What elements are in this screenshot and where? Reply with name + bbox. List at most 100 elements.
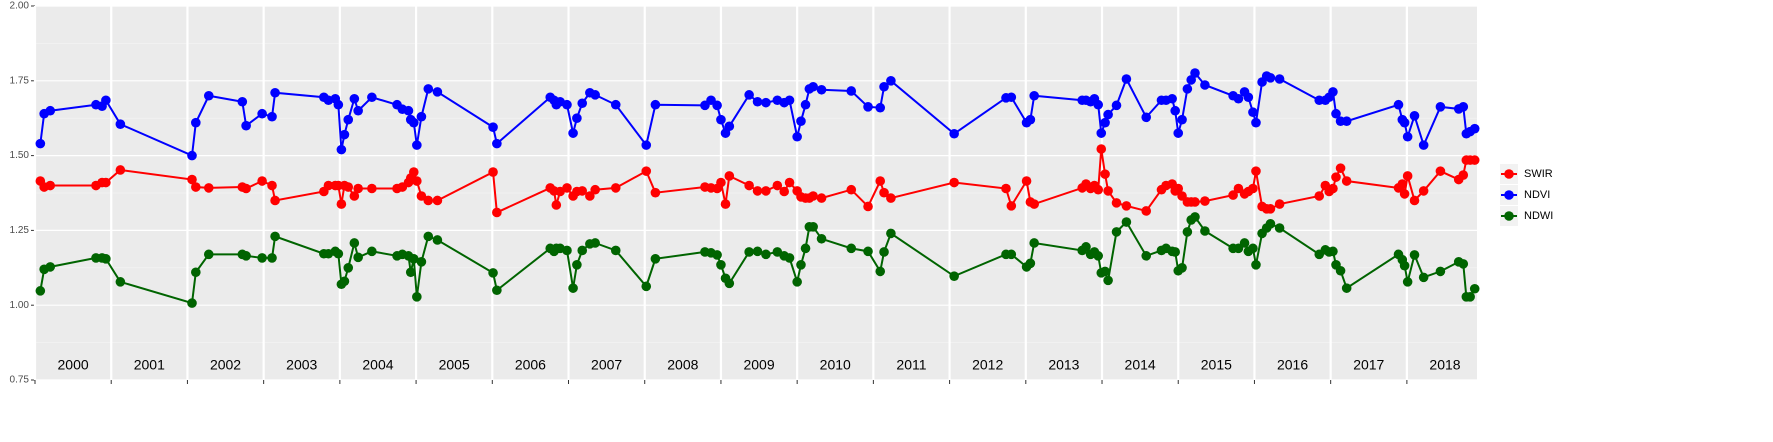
point (792, 131, 802, 142)
point (761, 97, 771, 108)
point (1331, 172, 1341, 182)
point (800, 243, 811, 254)
point (1248, 243, 1258, 254)
point (1190, 212, 1200, 222)
y-tick-label: 1.50 (10, 150, 30, 161)
point (333, 99, 344, 110)
point (1458, 170, 1469, 180)
point (1141, 251, 1152, 261)
point (353, 252, 363, 263)
point (416, 111, 427, 122)
point (408, 167, 419, 177)
year-label: 2006 (515, 357, 546, 373)
point (1182, 227, 1193, 237)
point (1399, 189, 1410, 199)
point (846, 184, 857, 195)
point (187, 150, 197, 161)
point (1029, 238, 1039, 248)
point (423, 84, 434, 94)
point (1399, 117, 1410, 128)
point (577, 186, 588, 196)
point (886, 228, 896, 239)
point (572, 113, 582, 123)
point (1029, 90, 1039, 101)
point (367, 92, 377, 103)
year-label: 2005 (439, 357, 470, 373)
point (562, 183, 572, 193)
point (724, 171, 735, 181)
point (1025, 114, 1036, 125)
point (408, 117, 419, 128)
point (45, 180, 56, 191)
point (423, 195, 434, 206)
point (1393, 99, 1404, 110)
point (641, 281, 652, 292)
point (863, 201, 873, 212)
year-label: 2000 (58, 357, 89, 373)
point (488, 122, 498, 132)
point (1093, 99, 1104, 110)
point (1103, 186, 1113, 196)
point (45, 105, 56, 116)
legend-key-point (1504, 190, 1514, 200)
point (1239, 238, 1250, 248)
point (349, 238, 360, 248)
point (1021, 176, 1032, 186)
point (1341, 116, 1352, 126)
point (1251, 117, 1261, 128)
point (846, 243, 857, 254)
y-tick-label: 0.75 (10, 375, 30, 386)
point (1141, 112, 1152, 123)
point (1006, 92, 1017, 103)
point (416, 257, 427, 267)
point (752, 246, 763, 257)
point (784, 95, 795, 106)
point (1111, 198, 1122, 208)
point (343, 263, 354, 273)
point (1173, 183, 1184, 194)
legend-label: NDWI (1524, 210, 1553, 222)
point (403, 105, 414, 116)
point (1093, 251, 1104, 261)
point (716, 260, 726, 270)
point (1025, 258, 1036, 269)
point (1397, 179, 1408, 189)
point (1409, 111, 1420, 121)
point (203, 183, 214, 193)
point (744, 180, 754, 191)
point (808, 222, 818, 232)
point (1328, 183, 1338, 194)
point (724, 278, 735, 289)
point (1265, 219, 1276, 229)
y-tick-label: 1.00 (10, 300, 30, 311)
point (949, 177, 959, 188)
point (336, 144, 347, 155)
point (1458, 259, 1469, 269)
point (716, 177, 726, 188)
point (432, 235, 443, 245)
point (492, 285, 502, 296)
point (1402, 171, 1413, 181)
point (35, 286, 46, 296)
point (267, 111, 277, 122)
point (650, 254, 661, 264)
point (1341, 283, 1352, 293)
point (1096, 128, 1107, 138)
year-label: 2003 (286, 357, 317, 373)
point (45, 262, 56, 272)
point (1200, 80, 1210, 90)
point (408, 254, 419, 264)
point (796, 116, 806, 126)
point (886, 193, 896, 203)
year-label: 2008 (667, 357, 698, 373)
point (115, 165, 126, 175)
year-label: 2018 (1429, 357, 1460, 373)
point (1265, 204, 1276, 214)
point (879, 187, 889, 198)
point (270, 87, 280, 98)
point (716, 114, 726, 125)
point (1029, 199, 1039, 209)
point (1121, 201, 1132, 211)
point (203, 90, 214, 101)
